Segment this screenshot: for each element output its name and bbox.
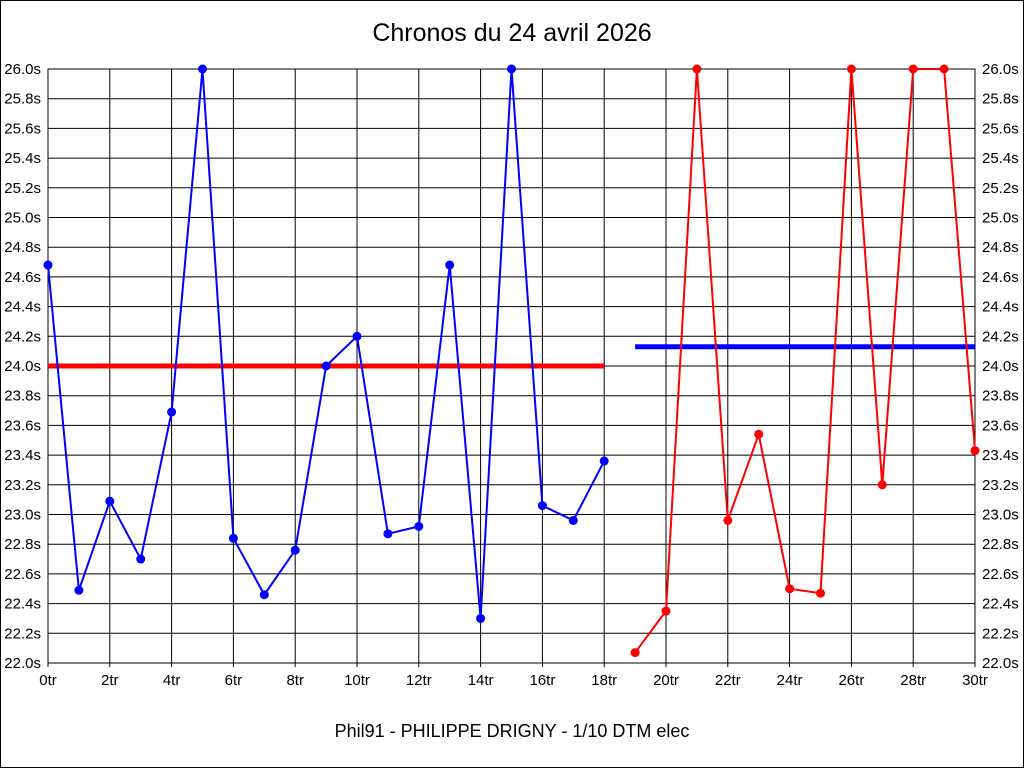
- y-axis-label-right: 24.8s: [982, 239, 1019, 256]
- y-axis-label-left: 25.2s: [4, 180, 41, 197]
- y-axis-label-left: 23.6s: [4, 417, 41, 434]
- x-axis-label: 12tr: [406, 672, 432, 689]
- laps-run-1-blue-point: [136, 554, 146, 564]
- laps-run-1-blue-point: [167, 407, 177, 417]
- driver-caption: Phil91 - PHILIPPE DRIGNY - 1/10 DTM elec: [334, 721, 690, 741]
- laps-run-1-blue-point: [321, 361, 331, 371]
- laps-run-2-red-point: [816, 588, 825, 598]
- x-axis-label: 24tr: [777, 672, 803, 689]
- y-axis-label-right: 25.8s: [982, 91, 1019, 108]
- laps-run-1-blue-point: [105, 496, 115, 506]
- x-axis-label: 28tr: [900, 672, 926, 689]
- y-axis-label-right: 24.0s: [982, 358, 1019, 375]
- y-axis-label-left: 24.6s: [4, 269, 41, 286]
- laps-run-2-red-point: [939, 64, 949, 74]
- laps-run-1-blue-point: [599, 456, 609, 466]
- laps-run-2-red-point: [877, 480, 887, 490]
- y-axis-label-left: 22.6s: [4, 566, 41, 583]
- x-axis-label: 14tr: [468, 672, 494, 689]
- y-axis-label-right: 23.4s: [982, 447, 1019, 464]
- y-axis-label-right: 24.2s: [982, 328, 1019, 345]
- laps-run-1-blue-point: [476, 613, 486, 623]
- laps-run-2-red-point: [785, 584, 795, 594]
- y-axis-label-right: 23.8s: [982, 388, 1019, 405]
- laps-run-1-blue-line: [47, 68, 606, 619]
- laps-run-1-blue-point: [507, 64, 516, 74]
- x-axis-label: 0tr: [39, 672, 57, 689]
- y-axis-label-right: 25.6s: [982, 120, 1019, 137]
- y-axis-label-right: 25.0s: [982, 210, 1019, 227]
- laps-run-2-red-point: [723, 515, 733, 525]
- laps-run-1-blue-point: [383, 529, 393, 539]
- laps-run-2-red-point: [754, 429, 764, 439]
- y-axis-label-right: 26.0s: [982, 61, 1019, 78]
- x-axis-label: 20tr: [653, 672, 679, 689]
- y-axis-label-left: 23.0s: [4, 507, 41, 524]
- y-axis-label-left: 22.0s: [4, 655, 41, 672]
- x-axis-label: 2tr: [101, 672, 119, 689]
- x-axis-label: 26tr: [838, 672, 864, 689]
- y-axis-label-left: 25.6s: [4, 120, 41, 137]
- y-axis-label-right: 23.0s: [982, 507, 1019, 524]
- y-axis-label-right: 25.4s: [982, 150, 1019, 167]
- laps-run-1-blue-point: [537, 501, 547, 511]
- x-axis-label: 16tr: [529, 672, 555, 689]
- y-axis-label-left: 24.8s: [4, 239, 41, 256]
- laps-run-1-blue-point: [228, 533, 238, 543]
- y-axis-label-left: 22.8s: [4, 536, 41, 553]
- x-axis-label: 18tr: [591, 672, 617, 689]
- y-axis-label-right: 24.4s: [982, 299, 1019, 316]
- laps-run-1-blue-point: [74, 585, 84, 595]
- y-axis-label-right: 23.2s: [982, 477, 1019, 494]
- x-axis-label: 22tr: [715, 672, 741, 689]
- y-axis-label-left: 23.8s: [4, 388, 41, 405]
- laps-run-1-blue-point: [259, 590, 269, 600]
- y-axis-label-left: 24.0s: [4, 358, 41, 375]
- x-axis-label: 4tr: [163, 672, 181, 689]
- y-axis-label-right: 23.6s: [982, 417, 1019, 434]
- y-axis-label-left: 24.2s: [4, 328, 41, 345]
- y-axis-label-right: 24.6s: [982, 269, 1019, 286]
- y-axis-label-left: 23.2s: [4, 477, 41, 494]
- y-axis-label-right: 22.6s: [982, 566, 1019, 583]
- y-axis-label-right: 22.8s: [982, 536, 1019, 553]
- laps-run-2-red-line: [634, 68, 976, 654]
- y-axis-label-left: 22.2s: [4, 625, 41, 642]
- y-axis-label-left: 25.8s: [4, 91, 41, 108]
- laps-run-1-blue-point: [568, 515, 578, 525]
- x-axis-label: 8tr: [286, 672, 304, 689]
- y-axis-label-left: 25.0s: [4, 210, 41, 227]
- y-axis-label-right: 22.2s: [982, 625, 1019, 642]
- laps-run-2-red-point: [908, 64, 918, 74]
- laps-run-2-red-point: [630, 648, 640, 658]
- laps-run-2-red-point: [970, 446, 980, 456]
- laps-run-1-blue-point: [290, 545, 300, 555]
- y-axis-label-right: 25.2s: [982, 180, 1019, 197]
- x-axis-label: 6tr: [225, 672, 243, 689]
- y-axis-label-right: 22.4s: [982, 596, 1019, 613]
- x-axis-label: 10tr: [344, 672, 370, 689]
- y-axis-label-left: 23.4s: [4, 447, 41, 464]
- y-axis-label-right: 22.0s: [982, 655, 1019, 672]
- laps-run-2-red-point: [692, 64, 702, 74]
- laps-run-1-blue-point: [414, 521, 424, 531]
- laps-run-1-blue-point: [445, 260, 455, 270]
- laps-run-1-blue-point: [198, 64, 207, 74]
- laps-run-2-red-point: [661, 606, 671, 616]
- y-axis-label-left: 26.0s: [4, 61, 41, 78]
- laps-run-1-blue-point: [43, 260, 53, 270]
- laps-run-2-red-point: [846, 64, 856, 74]
- x-axis-label: 30tr: [962, 672, 988, 689]
- y-axis-label-left: 25.4s: [4, 150, 41, 167]
- chart-title: Chronos du 24 avril 2026: [372, 19, 652, 47]
- y-axis-label-left: 24.4s: [4, 299, 41, 316]
- laps-run-1-blue-point: [352, 331, 362, 341]
- y-axis-label-left: 22.4s: [4, 596, 41, 613]
